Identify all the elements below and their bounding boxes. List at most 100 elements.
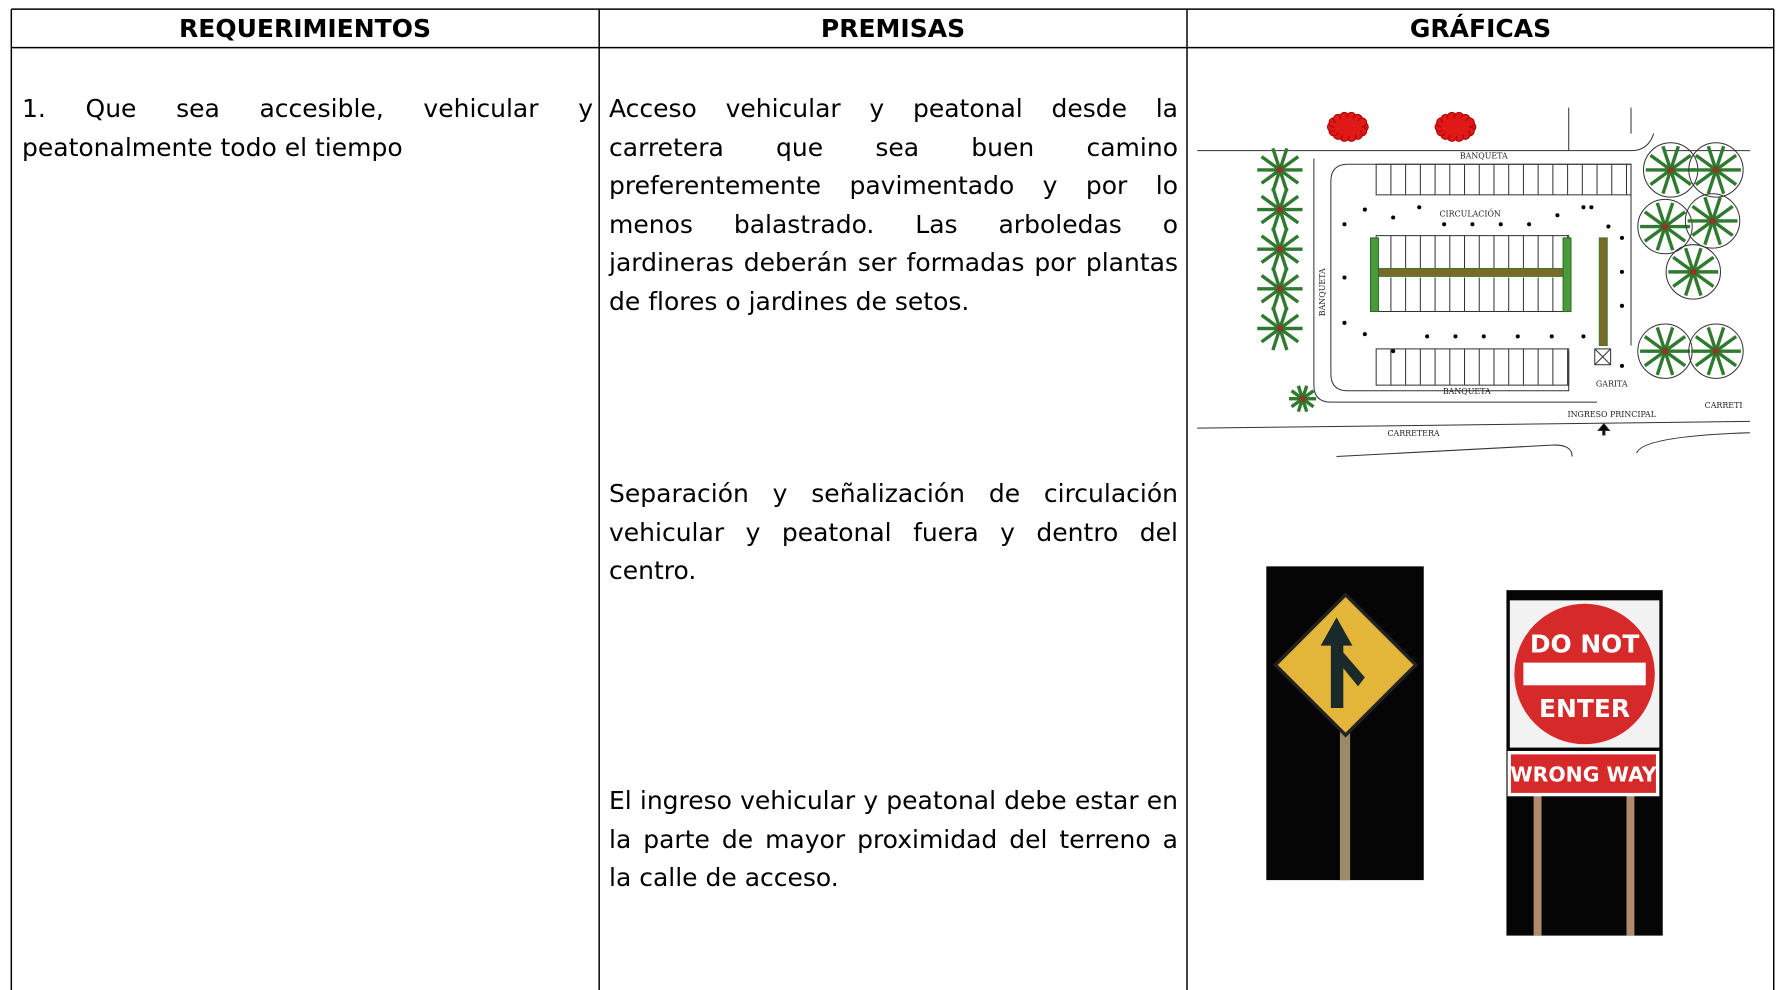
dot (1581, 334, 1586, 339)
tree-leaf (1271, 227, 1282, 250)
tree-leaf (1694, 153, 1717, 172)
tree-leaf (1669, 145, 1680, 171)
tree-leaf (1672, 270, 1695, 288)
tree-leaf (1691, 204, 1714, 223)
premise: Acceso vehicular y peatonal desde la car… (609, 94, 1178, 316)
dot (1606, 224, 1611, 229)
tree-leaf (1271, 187, 1282, 211)
premise: El ingreso vehicular y peatonal debe est… (609, 786, 1178, 892)
tree-leaf (1714, 350, 1726, 376)
tree-core (1276, 245, 1284, 253)
tree-leaf (1655, 202, 1667, 228)
tree-leaf (1260, 208, 1281, 225)
tree-leaf (1692, 270, 1715, 288)
tree-leaf (1278, 147, 1289, 171)
tree-leaf (1703, 220, 1715, 246)
dot (1425, 334, 1430, 339)
plan-label: CIRCULACIÓN (1439, 209, 1500, 218)
tree-leaf (1260, 247, 1281, 264)
road-line (1636, 432, 1750, 454)
sign-pole (1533, 792, 1542, 936)
tree-leaf (1278, 266, 1289, 290)
tree-core (1712, 166, 1720, 174)
tree-leaf (1278, 274, 1300, 291)
tree-leaf (1664, 210, 1687, 228)
tree-leaf (1714, 169, 1726, 195)
road-line (1330, 163, 1570, 392)
sign-pole (1626, 792, 1635, 936)
dot (1498, 222, 1503, 227)
road-line (1197, 420, 1750, 429)
tree-core (1276, 285, 1284, 293)
tree-leaf (1271, 327, 1282, 351)
dot (1619, 303, 1624, 308)
hedge (1375, 267, 1570, 277)
dot (1442, 222, 1447, 227)
dot (1589, 205, 1594, 210)
tree-leaf (1691, 219, 1714, 237)
dot (1555, 213, 1560, 218)
column-header: GRÁFICAS (1409, 14, 1552, 43)
tree-canopy (1665, 244, 1722, 300)
tree-leaf (1714, 153, 1738, 172)
dot (1481, 334, 1486, 339)
dot (1549, 334, 1554, 339)
tree-core (1689, 268, 1697, 276)
dot (1619, 269, 1624, 274)
plan-label: INGRESO PRINCIPAL (1567, 410, 1656, 419)
tree-leaf (1714, 349, 1738, 368)
sign-bar (1523, 662, 1646, 686)
merge-sign (1266, 566, 1424, 881)
tree-leaf (1706, 326, 1718, 352)
tree-leaf (1655, 226, 1667, 251)
tree-leaf (1278, 327, 1289, 351)
tree-core (1276, 325, 1284, 332)
tree-core (1712, 347, 1720, 355)
parking-row (1375, 348, 1570, 386)
tree-leaf (1278, 313, 1300, 330)
entrance-arrow (1597, 422, 1611, 436)
dot (1417, 205, 1422, 210)
tree-core (1276, 166, 1284, 174)
tree-leaf (1260, 194, 1281, 211)
road-line (1631, 133, 1655, 152)
tree-leaf (1643, 335, 1666, 353)
sign-board (1510, 754, 1656, 793)
tree-canopy (1684, 193, 1741, 249)
tree-leaf (1710, 220, 1722, 246)
site-plan: BANQUETA CIRCULACIÓN BANQUETA GARITA BAN… (1197, 107, 1750, 457)
tree-leaf (1278, 247, 1300, 264)
dot (1391, 349, 1396, 354)
tree-leaf (1278, 168, 1300, 185)
tree-leaf (1278, 327, 1300, 344)
table-borders (10, 8, 1775, 990)
tree-leaf (1260, 168, 1281, 185)
tree-leaf (1278, 208, 1300, 225)
tree-leaf (1663, 226, 1675, 251)
tree-leaf (1714, 145, 1726, 171)
sign-text: DO NOT (1530, 629, 1640, 658)
tree-leaf (1260, 287, 1281, 304)
road-line (1336, 444, 1573, 457)
column-header: REQUERIMIENTOS (178, 14, 431, 43)
dot (1342, 222, 1347, 227)
tree-leaf (1260, 327, 1281, 344)
tree-leaf (1714, 326, 1726, 352)
dot (1619, 363, 1624, 368)
flower (1334, 117, 1362, 136)
tree-leaf (1706, 350, 1718, 376)
plan-label: GARITA (1596, 379, 1628, 388)
tree-leaf (1278, 287, 1300, 304)
dot (1362, 207, 1367, 212)
tree-core (1667, 166, 1675, 174)
tree-leaf (1655, 326, 1667, 352)
tree-core (1709, 217, 1716, 225)
dot (1391, 215, 1396, 220)
tree-leaf (1271, 147, 1282, 171)
tree-leaf (1669, 168, 1692, 186)
parking-row (1375, 163, 1632, 196)
tree-leaf (1664, 225, 1687, 243)
tree-leaf (1260, 155, 1281, 172)
tree-leaf (1278, 227, 1289, 250)
